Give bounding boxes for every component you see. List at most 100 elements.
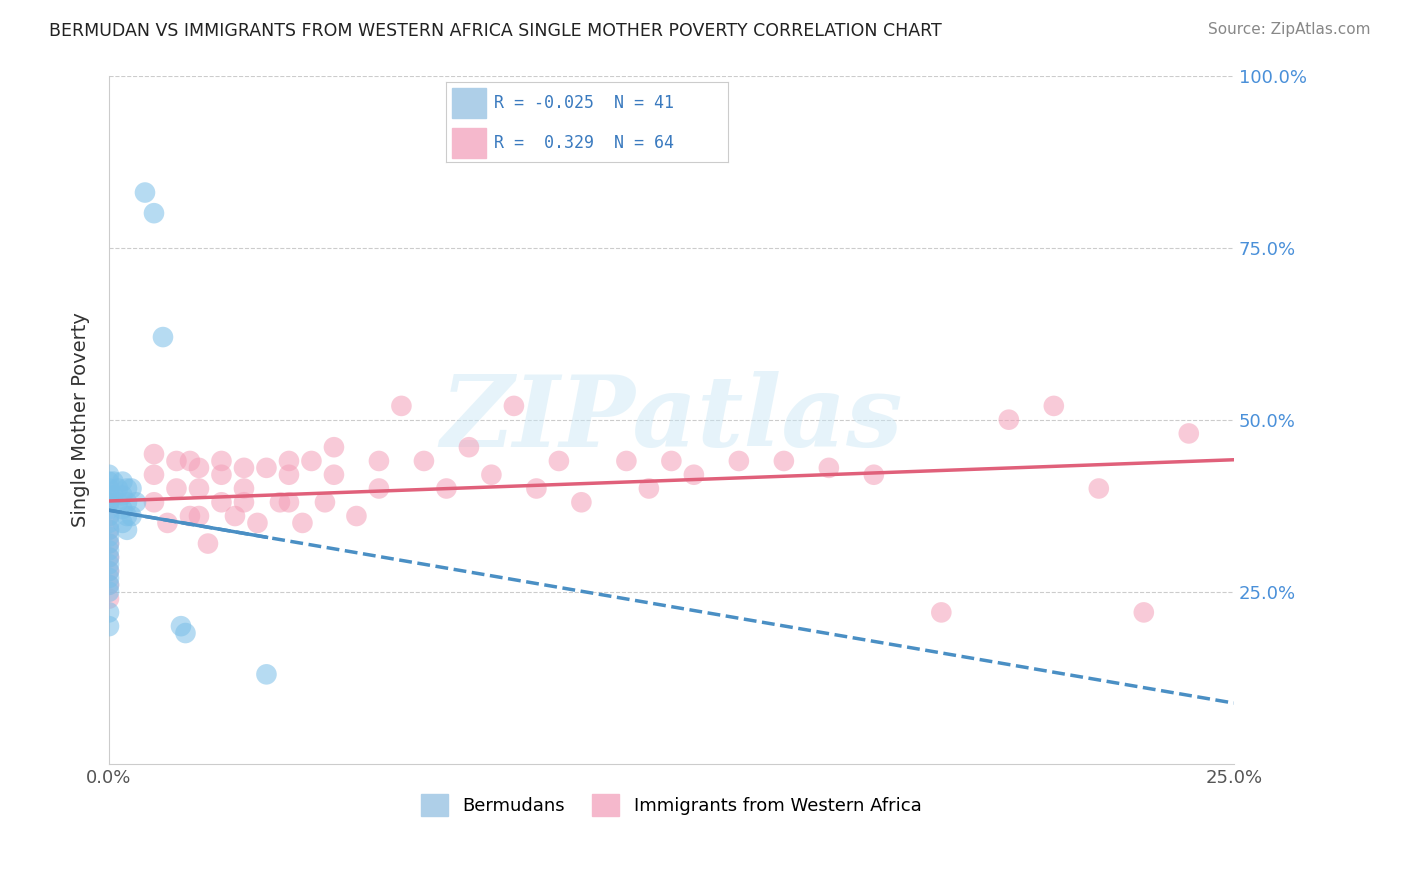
Text: Source: ZipAtlas.com: Source: ZipAtlas.com — [1208, 22, 1371, 37]
Point — [278, 454, 301, 468]
Point — [98, 530, 121, 544]
Point — [98, 475, 121, 489]
Point — [278, 467, 301, 482]
Point — [143, 447, 166, 461]
Point — [98, 619, 121, 633]
Point — [98, 564, 121, 578]
Point — [111, 516, 134, 530]
Point — [174, 626, 197, 640]
Point — [111, 502, 134, 516]
Point — [616, 454, 638, 468]
Point — [179, 509, 201, 524]
Point — [188, 460, 211, 475]
Point — [1133, 606, 1156, 620]
Point — [98, 509, 121, 524]
Point — [134, 186, 156, 200]
Point — [98, 578, 121, 592]
Point — [143, 206, 166, 220]
Point — [256, 460, 278, 475]
Point — [98, 571, 121, 585]
Point — [98, 495, 121, 509]
Point — [818, 460, 841, 475]
Point — [98, 536, 121, 550]
Point — [107, 482, 129, 496]
Point — [143, 467, 166, 482]
Point — [503, 399, 526, 413]
Point — [683, 467, 706, 482]
Point — [391, 399, 413, 413]
Point — [115, 495, 138, 509]
Point — [98, 578, 121, 592]
Point — [323, 440, 346, 454]
Point — [98, 591, 121, 606]
Point — [246, 516, 269, 530]
Point — [233, 482, 256, 496]
Point — [166, 454, 188, 468]
Point — [728, 454, 751, 468]
Point — [170, 619, 193, 633]
Point — [526, 482, 548, 496]
Point — [269, 495, 291, 509]
Point — [278, 495, 301, 509]
Point — [368, 482, 391, 496]
Point — [224, 509, 246, 524]
Point — [863, 467, 886, 482]
Point — [107, 495, 129, 509]
Point — [103, 488, 125, 502]
Point — [98, 495, 121, 509]
Point — [111, 475, 134, 489]
Point — [323, 467, 346, 482]
Point — [98, 536, 121, 550]
Point — [571, 495, 593, 509]
Point — [98, 523, 121, 537]
Point — [436, 482, 458, 496]
Point — [98, 606, 121, 620]
Point — [166, 482, 188, 496]
Point — [773, 454, 796, 468]
Point — [197, 536, 219, 550]
Point — [143, 495, 166, 509]
Point — [115, 523, 138, 537]
Point — [179, 454, 201, 468]
Point — [413, 454, 436, 468]
Point — [98, 584, 121, 599]
Point — [98, 488, 121, 502]
Legend: Bermudans, Immigrants from Western Africa: Bermudans, Immigrants from Western Afric… — [413, 787, 929, 823]
Point — [98, 482, 121, 496]
Point — [638, 482, 661, 496]
Point — [368, 454, 391, 468]
Point — [481, 467, 503, 482]
Point — [115, 509, 138, 524]
Point — [233, 460, 256, 475]
Point — [1088, 482, 1111, 496]
Point — [346, 509, 368, 524]
Point — [98, 550, 121, 565]
Point — [125, 495, 148, 509]
Point — [188, 509, 211, 524]
Point — [98, 509, 121, 524]
Point — [98, 543, 121, 558]
Point — [98, 564, 121, 578]
Y-axis label: Single Mother Poverty: Single Mother Poverty — [72, 312, 90, 527]
Text: BERMUDAN VS IMMIGRANTS FROM WESTERN AFRICA SINGLE MOTHER POVERTY CORRELATION CHA: BERMUDAN VS IMMIGRANTS FROM WESTERN AFRI… — [49, 22, 942, 40]
Point — [548, 454, 571, 468]
Point — [98, 516, 121, 530]
Point — [156, 516, 179, 530]
Point — [98, 523, 121, 537]
Point — [998, 412, 1021, 426]
Point — [256, 667, 278, 681]
Point — [121, 482, 143, 496]
Point — [103, 475, 125, 489]
Point — [931, 606, 953, 620]
Point — [98, 467, 121, 482]
Point — [98, 502, 121, 516]
Point — [314, 495, 336, 509]
Point — [1178, 426, 1201, 441]
Point — [111, 488, 134, 502]
Point — [211, 467, 233, 482]
Text: ZIPatlas: ZIPatlas — [440, 371, 903, 468]
Point — [98, 558, 121, 572]
Point — [211, 495, 233, 509]
Point — [291, 516, 314, 530]
Point — [152, 330, 174, 344]
